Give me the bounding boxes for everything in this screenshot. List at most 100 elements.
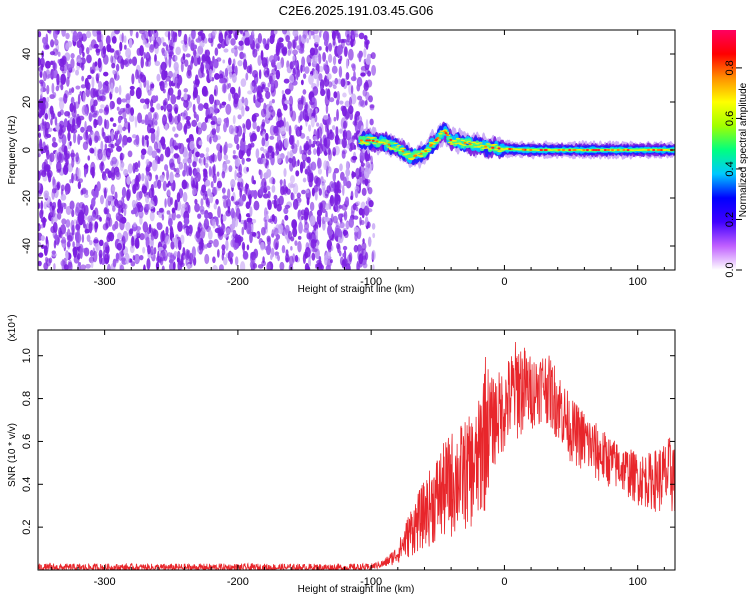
spectrogram-hot-spot	[573, 149, 577, 151]
spectrogram-signal-cell	[411, 157, 416, 160]
spectrogram-noise-speck	[283, 117, 286, 129]
spectrogram-noise-speck	[302, 89, 307, 95]
spectrogram-noise-speck	[180, 61, 184, 73]
spectrogram-noise-speck	[361, 242, 367, 251]
spectrogram-noise-speck	[289, 255, 294, 267]
spectrogram-noise-speck	[275, 142, 279, 149]
spectrogram-hot-spot	[484, 145, 488, 148]
spectrogram-noise-speck	[350, 30, 357, 38]
spectrogram-noise-speck	[111, 185, 116, 192]
spectrogram-noise-speck	[76, 40, 83, 49]
spectrogram-noise-speck	[244, 37, 250, 46]
spectrogram-noise-speck	[202, 193, 207, 201]
spectrogram-noise-speck	[153, 247, 157, 255]
spectrogram-noise-speck	[98, 253, 103, 265]
spectrogram-noise-speck	[173, 251, 178, 257]
spectrogram-noise-speck	[290, 246, 293, 251]
spectrogram-noise-speck	[151, 159, 158, 172]
spectrogram-noise-speck	[72, 30, 78, 43]
spectrogram-noise-speck	[82, 52, 85, 58]
spectrogram-noise-speck	[84, 120, 87, 133]
snr-x-tick-label: 0	[501, 576, 507, 588]
spectrogram-noise-speck	[55, 124, 60, 131]
spectrogram-noise-speck	[121, 32, 124, 43]
spectrogram-noise-speck	[342, 245, 348, 251]
spectrogram-signal-cell	[452, 140, 458, 142]
spectrogram-noise-speck	[237, 114, 242, 120]
spectrogram-noise-speck	[150, 36, 155, 42]
spectrogram-noise-speck	[272, 74, 276, 81]
spectrogram-noise-speck	[174, 173, 181, 178]
spectrogram-noise-speck	[63, 65, 67, 73]
spectrogram-noise-speck	[223, 48, 229, 53]
spectrogram-noise-speck	[129, 88, 135, 97]
spectrogram-signal-cell	[401, 147, 406, 150]
spectrogram-noise-speck	[193, 55, 199, 67]
spectrogram-signal-cell	[459, 143, 464, 146]
spectrogram-noise-speck	[182, 42, 188, 52]
spectrogram-noise-speck	[85, 47, 90, 55]
spectrogram-noise-speck	[277, 254, 281, 262]
spectrogram-noise-speck	[131, 73, 135, 85]
spectrogram-hot-spot	[611, 149, 615, 151]
spectrogram-hot-spot	[491, 146, 495, 149]
spectrogram-noise-speck	[181, 252, 187, 260]
spectrogram-noise-speck	[87, 74, 92, 80]
spectrogram-noise-speck	[65, 205, 72, 215]
spectrogram-noise-speck	[297, 129, 300, 137]
spectrogram-noise-speck	[100, 140, 104, 152]
spectrogram-hot-spot	[445, 134, 449, 137]
spectrogram-signal-cell	[390, 141, 395, 145]
spectrogram-noise-speck	[170, 240, 175, 250]
spectrogram-noise-speck	[265, 90, 271, 100]
spectrogram-noise-speck	[204, 162, 209, 168]
spectrogram-noise-speck	[143, 30, 149, 40]
spectrogram-noise-speck	[189, 252, 194, 265]
spectrogram-noise-speck	[63, 264, 69, 270]
spectrogram-noise-speck	[63, 93, 68, 104]
spectrogram-noise-speck	[150, 30, 153, 35]
spectrogram-hot-spot	[585, 149, 589, 151]
spectrogram-noise-speck	[143, 104, 148, 110]
spectrogram-signal-cell	[431, 143, 437, 145]
spectrogram-noise-speck	[155, 174, 159, 180]
spectrogram-noise-speck	[76, 31, 83, 39]
spectrogram-noise-speck	[234, 201, 240, 206]
spectrogram-noise-speck	[362, 88, 368, 97]
spectrogram-hot-spot	[622, 149, 626, 151]
spectrogram-noise-speck	[38, 241, 42, 248]
spectrogram-noise-speck	[72, 117, 76, 127]
spectrogram-noise-speck	[358, 32, 365, 40]
spectrogram-noise-speck	[317, 168, 323, 175]
spectrogram-noise-speck	[124, 252, 130, 265]
spectrogram-noise-speck	[148, 187, 154, 199]
spectrogram-noise-speck	[67, 40, 73, 48]
spectrogram-noise-speck	[327, 224, 333, 237]
spectrogram-x-tick-label: -200	[227, 276, 249, 288]
spectrogram-noise-speck	[230, 47, 236, 54]
spectrogram-noise-speck	[256, 125, 261, 133]
spectrogram-noise-speck	[318, 188, 322, 196]
spectrogram-noise-speck	[79, 46, 82, 56]
spectrogram-noise-speck	[81, 233, 85, 243]
spectrogram-noise-speck	[345, 180, 352, 189]
spectrogram-noise-speck	[64, 110, 70, 117]
spectrogram-noise-speck	[249, 190, 256, 197]
spectrogram-noise-speck	[117, 200, 123, 209]
spectrogram-noise-speck	[129, 85, 135, 90]
spectrogram-noise-speck	[229, 86, 236, 95]
spectrogram-noise-speck	[121, 257, 126, 262]
spectrogram-noise-speck	[192, 90, 197, 98]
spectrogram-noise-speck	[283, 167, 287, 178]
spectrogram-noise-speck	[200, 209, 205, 215]
spectrogram-signal-cell	[414, 153, 419, 155]
spectrogram-noise-speck	[205, 147, 210, 153]
spectrogram-noise-speck	[350, 37, 356, 47]
spectrogram-noise-speck	[40, 217, 47, 224]
spectrogram-noise-speck	[104, 118, 107, 129]
spectrogram-noise-speck	[108, 217, 113, 227]
spectrogram-noise-speck	[135, 134, 140, 146]
spectrogram-noise-speck	[164, 198, 167, 208]
spectrogram-noise-speck	[246, 217, 253, 223]
spectrogram-noise-speck	[210, 166, 215, 179]
